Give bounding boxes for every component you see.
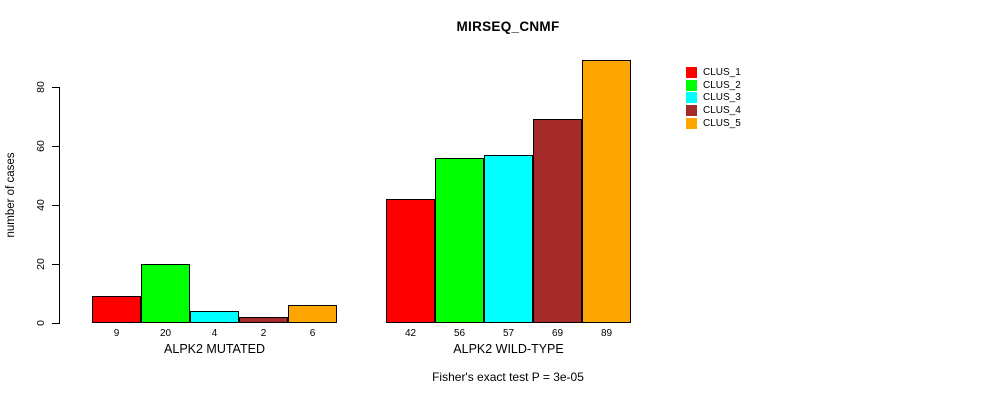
legend-swatch-clus-2	[686, 79, 697, 91]
bar-value-label: 56	[453, 328, 466, 339]
legend-entry-clus-5: CLUS_5	[686, 117, 741, 130]
x-axis-group-label: ALPK2 WILD-TYPE	[453, 342, 564, 356]
legend-label-clus-3: CLUS_3	[703, 92, 741, 104]
legend-swatch-clus-4	[686, 105, 697, 117]
y-tick-label: 20	[35, 258, 47, 270]
bar-clus_3-wild-type	[484, 155, 533, 323]
bar-clus_2-wild-type	[435, 158, 484, 323]
legend: CLUS_1 CLUS_2 CLUS_3 CLUS_4 CLUS_5	[686, 66, 741, 130]
bar-value-label: 6	[309, 328, 316, 339]
legend-entry-clus-2: CLUS_2	[686, 79, 741, 92]
bar-value-label: 57	[502, 328, 515, 339]
legend-entry-clus-1: CLUS_1	[686, 66, 741, 79]
bar-value-label: 9	[113, 328, 120, 339]
bar-value-label: 89	[600, 328, 613, 339]
y-tick-label: 0	[35, 320, 47, 326]
bar-clus_4-wild-type	[533, 119, 582, 323]
bar-clus_4-mutated	[239, 317, 288, 323]
y-tick-label: 60	[35, 140, 47, 152]
bar-clus_1-mutated	[92, 296, 141, 323]
y-tick-label: 40	[35, 199, 47, 211]
fisher-test-caption: Fisher's exact test P = 3e-05	[432, 370, 584, 384]
bar-value-label: 2	[260, 328, 267, 339]
bar-value-label: 4	[211, 328, 218, 339]
bar-clus_1-wild-type	[386, 199, 435, 323]
legend-label-clus-5: CLUS_5	[703, 117, 741, 129]
chart-title: MIRSEQ_CNMF	[456, 19, 560, 34]
bar-clus_3-mutated	[190, 311, 239, 323]
bar-clus_2-mutated	[141, 264, 190, 323]
y-tick-mark	[52, 146, 59, 147]
y-tick-mark	[52, 323, 59, 324]
y-tick-label: 80	[35, 81, 47, 93]
legend-swatch-clus-3	[686, 92, 697, 104]
y-tick-mark	[52, 205, 59, 206]
bar-value-label: 69	[551, 328, 564, 339]
legend-label-clus-2: CLUS_2	[703, 79, 741, 91]
legend-label-clus-4: CLUS_4	[703, 105, 741, 117]
y-axis-line	[59, 87, 60, 324]
legend-entry-clus-4: CLUS_4	[686, 104, 741, 117]
bar-clus_5-wild-type	[582, 60, 631, 323]
bar-value-label: 42	[404, 328, 417, 339]
y-tick-mark	[52, 264, 59, 265]
legend-swatch-clus-5	[686, 117, 697, 129]
bar-clus_5-mutated	[288, 305, 337, 323]
x-axis-group-label: ALPK2 MUTATED	[164, 342, 265, 356]
legend-label-clus-1: CLUS_1	[703, 66, 741, 78]
bar-value-label: 20	[159, 328, 172, 339]
y-tick-mark	[52, 87, 59, 88]
legend-swatch-clus-1	[686, 66, 697, 78]
legend-entry-clus-3: CLUS_3	[686, 92, 741, 105]
